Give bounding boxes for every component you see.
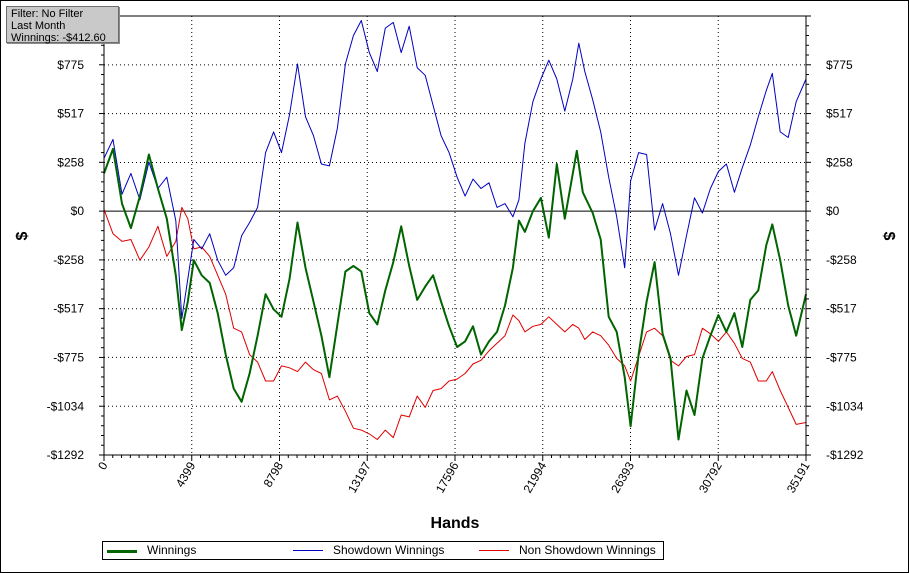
x-tick-label: 30792	[696, 459, 725, 495]
x-tick-label: 35191	[784, 459, 813, 495]
y-tick-label-right: -$775	[826, 350, 857, 364]
legend-item-winnings: Winnings	[107, 543, 287, 558]
x-tick-label: 13197	[345, 459, 374, 495]
series-line-non-showdown-winnings	[103, 206, 807, 440]
x-axis-title: Hands	[431, 515, 480, 532]
period-text: Last Month	[11, 20, 66, 32]
legend-label-winnings: Winnings	[147, 543, 197, 557]
x-tick-label: 26393	[608, 459, 637, 495]
y-tick-label-left: -$517	[53, 302, 84, 316]
y-tick-label-left: -$258	[53, 253, 84, 267]
series-line-winnings	[103, 147, 807, 441]
y-tick-label-left: -$1292	[47, 448, 85, 462]
legend-swatch-winnings	[107, 550, 137, 553]
y-tick-label-right: -$517	[826, 302, 857, 316]
series-lines	[103, 20, 807, 441]
legend-item-showdown-winnings: Showdown Winnings	[293, 543, 473, 558]
y-tick-label-right: $258	[826, 155, 853, 169]
y-tick-label-right: -$1292	[826, 448, 864, 462]
y-tick-label-right: -$1034	[826, 399, 864, 413]
y-tick-label-right: $775	[826, 58, 853, 72]
legend-label-showdown-winnings: Showdown Winnings	[333, 543, 445, 557]
x-tick-labels: 0 4399 8798 13197 17596 21994 26393 30792 35191	[95, 459, 813, 495]
y-tick-label-left: $258	[57, 155, 84, 169]
x-tick-label: 4399	[173, 459, 199, 489]
y-tick-label-right: -$258	[826, 253, 857, 267]
y-axis-title-right: $	[880, 232, 897, 241]
x-tick-label: 17596	[433, 459, 462, 495]
y-tick-label-left: -$1034	[47, 399, 85, 413]
legend-item-non-showdown-winnings: Non Showdown Winnings	[479, 543, 659, 558]
y-tick-labels-right: $775 $517 $258 $0 -$258 -$517 -$775 -$1034 -$129…	[826, 58, 864, 462]
y-tick-label-left: $517	[57, 107, 84, 121]
y-tick-label-left: $775	[57, 58, 84, 72]
winnings-summary-text: Winnings: -$412.60	[11, 32, 106, 44]
legend-swatch-non-showdown-winnings	[479, 550, 509, 551]
legend-label-non-showdown-winnings: Non Showdown Winnings	[519, 543, 656, 557]
y-tick-label-left: $0	[71, 204, 85, 218]
filter-text: Filter: No Filter	[11, 8, 84, 20]
legend-swatch-showdown-winnings	[293, 550, 323, 551]
tick-marks	[99, 15, 811, 461]
series-line-showdown-winnings	[103, 20, 807, 320]
y-tick-labels-left: $775 $517 $258 $0 -$258 -$517 -$775 -$1034 -$129…	[47, 58, 85, 462]
x-tick-label: 0	[95, 459, 111, 472]
y-tick-label-left: -$775	[53, 350, 84, 364]
filter-info-box: Filter: No Filter Last Month Winnings: -…	[6, 6, 119, 44]
x-tick-label: 21994	[521, 459, 550, 495]
y-axis-title-left: $	[14, 231, 31, 240]
y-tick-label-right: $0	[826, 204, 840, 218]
legend: Winnings Showdown Winnings Non Showdown …	[102, 541, 664, 560]
y-tick-label-right: $517	[826, 107, 853, 121]
x-tick-label: 8798	[261, 459, 287, 489]
